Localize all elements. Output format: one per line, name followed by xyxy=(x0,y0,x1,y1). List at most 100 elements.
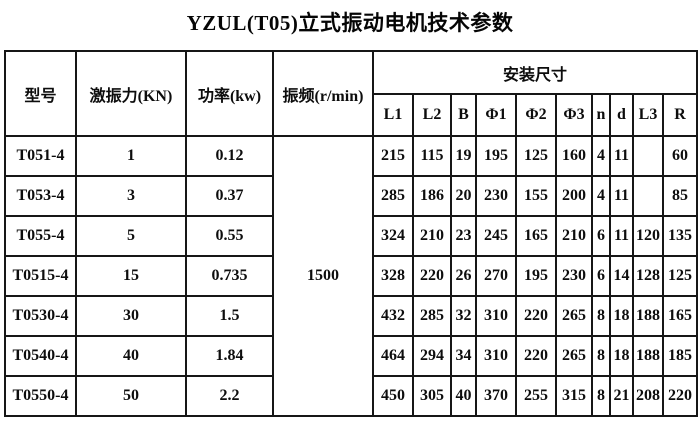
model-cell: T0540-4 xyxy=(4,335,77,377)
col-header-mounting-dimensions: 安装尺寸 xyxy=(371,50,699,95)
power-cell: 0.12 xyxy=(185,135,274,177)
dimension-cell: 245 xyxy=(475,215,517,257)
dimension-cell: 370 xyxy=(475,375,517,417)
table-row: T0530-4 30 1.5 432 285 32 310 220 265 8 18 188 165 xyxy=(4,295,699,337)
dimension-cell: 188 xyxy=(632,335,664,377)
dimension-cell: 220 xyxy=(515,295,557,337)
exciting-force-cell: 15 xyxy=(75,255,187,297)
dimension-cell: 32 xyxy=(450,295,477,337)
table-row: T053-4 3 0.37 285 186 20 230 155 200 4 11 85 xyxy=(4,175,699,217)
dimension-cell: 210 xyxy=(555,215,593,257)
dimension-cell: 4 xyxy=(591,135,611,177)
dimension-cell: 26 xyxy=(450,255,477,297)
dimension-cell: 14 xyxy=(609,255,634,297)
power-cell: 0.37 xyxy=(185,175,274,217)
frequency-value-cell: 1500 xyxy=(272,135,374,417)
dimension-cell: 160 xyxy=(555,135,593,177)
dimension-cell: 285 xyxy=(372,175,414,217)
dimension-cell: 220 xyxy=(661,375,699,417)
table-header: 型号 激振力(KN) 功率(kw) 振频(r/min) 安装尺寸 L1 L2 B… xyxy=(4,50,699,137)
dimension-cell: 8 xyxy=(591,335,611,377)
dimension-cell: 285 xyxy=(412,295,452,337)
exciting-force-cell: 30 xyxy=(75,295,187,337)
dimension-cell: 115 xyxy=(412,135,452,177)
exciting-force-cell: 5 xyxy=(75,215,187,257)
dimension-cell: 185 xyxy=(661,335,699,377)
dimension-cell: 21 xyxy=(609,375,634,417)
dimension-cell: 11 xyxy=(609,135,634,177)
model-cell: T0515-4 xyxy=(4,255,77,297)
dimension-cell: 328 xyxy=(372,255,414,297)
dimension-cell: 310 xyxy=(475,295,517,337)
table-row: T0540-4 40 1.84 464 294 34 310 220 265 8 18 188 185 xyxy=(4,335,699,377)
col-header-power: 功率(kw) xyxy=(185,50,274,137)
model-cell: T053-4 xyxy=(4,175,77,217)
dimension-cell: 4 xyxy=(591,175,611,217)
table-row: T0515-4 15 0.735 328 220 26 270 195 230 6 14 128 125 xyxy=(4,255,699,297)
dimension-cell: 155 xyxy=(515,175,557,217)
col-header-frequency: 振频(r/min) xyxy=(272,50,374,137)
dimension-cell: 18 xyxy=(609,295,634,337)
exciting-force-cell: 40 xyxy=(75,335,187,377)
col-header-model: 型号 xyxy=(4,50,77,137)
dimension-cell: 6 xyxy=(591,255,611,297)
dimension-cell: 220 xyxy=(515,335,557,377)
header-row-dims: L1 L2 B Φ1 Φ2 Φ3 n d L3 R xyxy=(5,93,699,137)
dim-header-l1: L1 xyxy=(372,93,414,137)
dimension-cell: 6 xyxy=(591,215,611,257)
dimension-cell: 188 xyxy=(632,295,664,337)
dimension-cell: 315 xyxy=(555,375,593,417)
dimension-cell: 18 xyxy=(609,335,634,377)
dim-header-b: B xyxy=(450,93,477,137)
exciting-force-cell: 50 xyxy=(75,375,187,417)
header-row-top: 型号 激振力(KN) 功率(kw) 振频(r/min) 安装尺寸 xyxy=(4,50,699,137)
table-row: T0550-4 50 2.2 450 305 40 370 255 315 8 21 208 220 xyxy=(4,375,699,417)
dimension-cell: 165 xyxy=(661,295,699,337)
dimension-cell: 34 xyxy=(450,335,477,377)
dim-header-r: R xyxy=(661,93,699,137)
col-header-force: 激振力(KN) xyxy=(75,50,187,137)
dimension-cell: 294 xyxy=(412,335,452,377)
dimension-cell: 120 xyxy=(632,215,664,257)
power-cell: 2.2 xyxy=(185,375,274,417)
dimension-cell: 195 xyxy=(515,255,557,297)
dimension-cell: 40 xyxy=(450,375,477,417)
dimension-cell: 208 xyxy=(632,375,664,417)
dimension-cell: 8 xyxy=(591,295,611,337)
dimension-cell: 11 xyxy=(609,175,634,217)
dimension-cell: 128 xyxy=(632,255,664,297)
dimension-cell: 125 xyxy=(661,255,699,297)
dimension-cell: 135 xyxy=(661,215,699,257)
dimension-cell: 464 xyxy=(372,335,414,377)
dimension-cell: 230 xyxy=(555,255,593,297)
dimension-cell: 270 xyxy=(475,255,517,297)
dimension-cell: 324 xyxy=(372,215,414,257)
table-row: T051-4 1 0.12 1500 215 115 19 195 125 160 4 11 60 xyxy=(4,135,699,417)
dimension-cell: 255 xyxy=(515,375,557,417)
dimension-cell: 230 xyxy=(475,175,517,217)
power-cell: 1.5 xyxy=(185,295,274,337)
dimension-cell: 23 xyxy=(450,215,477,257)
dimension-cell: 310 xyxy=(475,335,517,377)
page-title: YZUL(T05)立式振动电机技术参数 xyxy=(186,11,514,35)
power-cell: 0.55 xyxy=(185,215,274,257)
dimension-cell: 60 xyxy=(661,135,699,177)
dim-header-phi2: Φ2 xyxy=(515,93,557,137)
dimension-cell xyxy=(632,135,664,177)
dimension-cell: 85 xyxy=(661,175,699,217)
dimension-cell: 215 xyxy=(372,135,414,177)
spec-table: 型号 激振力(KN) 功率(kw) 振频(r/min) 安装尺寸 L1 L2 B… xyxy=(4,50,699,417)
dimension-cell: 186 xyxy=(412,175,452,217)
dimension-cell: 125 xyxy=(515,135,557,177)
dimension-cell: 305 xyxy=(412,375,452,417)
dimension-cell: 200 xyxy=(555,175,593,217)
dimension-cell: 8 xyxy=(591,375,611,417)
exciting-force-cell: 3 xyxy=(75,175,187,217)
power-cell: 0.735 xyxy=(185,255,274,297)
dimension-cell: 11 xyxy=(609,215,634,257)
dimension-cell: 265 xyxy=(555,335,593,377)
model-cell: T051-4 xyxy=(4,135,77,177)
dimension-cell: 165 xyxy=(515,215,557,257)
dimension-cell xyxy=(632,175,664,217)
dimension-cell: 220 xyxy=(412,255,452,297)
